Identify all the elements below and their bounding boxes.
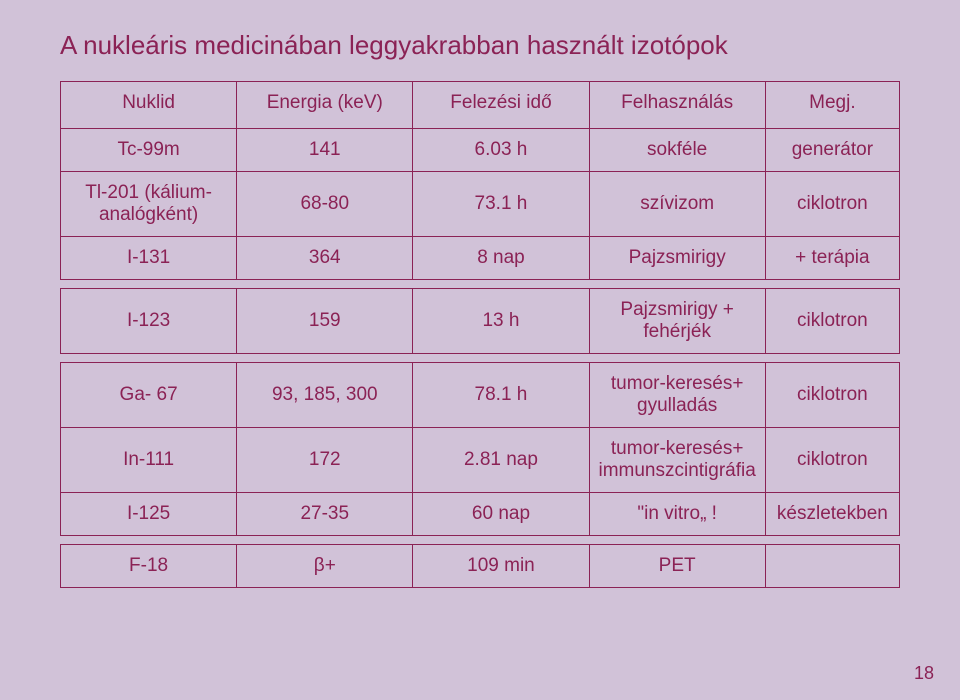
cell-felezesi: 109 min <box>413 545 589 588</box>
cell-energia: 141 <box>237 129 413 172</box>
col-header-megj: Megj. <box>765 82 899 129</box>
cell-energia: β+ <box>237 545 413 588</box>
cell-megj: ciklotron <box>765 363 899 428</box>
cell-megj <box>765 545 899 588</box>
cell-megj: generátor <box>765 129 899 172</box>
cell-megj: ciklotron <box>765 428 899 493</box>
spacer-row <box>61 536 900 545</box>
cell-energia: 364 <box>237 237 413 280</box>
table-row: Tc-99m 141 6.03 h sokféle generátor <box>61 129 900 172</box>
table-row: Ga- 67 93, 185, 300 78.1 h tumor-keresés… <box>61 363 900 428</box>
header-row: Nuklid Energia (keV) Felezési idő Felhas… <box>61 82 900 129</box>
table-row: F-18 β+ 109 min PET <box>61 545 900 588</box>
cell-felezesi: 73.1 h <box>413 172 589 237</box>
cell-felhasz: PET <box>589 545 765 588</box>
cell-felhasz: Pajzsmirigy + fehérjék <box>589 289 765 354</box>
cell-energia: 68-80 <box>237 172 413 237</box>
cell-energia: 172 <box>237 428 413 493</box>
cell-nuklid: Tc-99m <box>61 129 237 172</box>
isotope-table: Nuklid Energia (keV) Felezési idő Felhas… <box>60 81 900 588</box>
table-row: I-125 27-35 60 nap "in vitro„ ! készlete… <box>61 493 900 536</box>
table-row: I-123 159 13 h Pajzsmirigy + fehérjék ci… <box>61 289 900 354</box>
cell-megj: ciklotron <box>765 289 899 354</box>
cell-felhasz: tumor-keresés+ immunszcintigráfia <box>589 428 765 493</box>
table-row: I-131 364 8 nap Pajzsmirigy + terápia <box>61 237 900 280</box>
col-header-nuklid: Nuklid <box>61 82 237 129</box>
cell-megj: ciklotron <box>765 172 899 237</box>
cell-felhasz: tumor-keresés+ gyulladás <box>589 363 765 428</box>
cell-nuklid: Tl-201 (kálium-analógként) <box>61 172 237 237</box>
cell-felhasz: "in vitro„ ! <box>589 493 765 536</box>
cell-nuklid: F-18 <box>61 545 237 588</box>
slide-title: A nukleáris medicinában leggyakrabban ha… <box>0 0 960 81</box>
cell-felezesi: 2.81 nap <box>413 428 589 493</box>
cell-nuklid: In-111 <box>61 428 237 493</box>
cell-nuklid: I-125 <box>61 493 237 536</box>
cell-energia: 159 <box>237 289 413 354</box>
col-header-felhasz: Felhasználás <box>589 82 765 129</box>
table-row: In-111 172 2.81 nap tumor-keresés+ immun… <box>61 428 900 493</box>
table-row: Tl-201 (kálium-analógként) 68-80 73.1 h … <box>61 172 900 237</box>
cell-megj: készletekben <box>765 493 899 536</box>
cell-felhasz: szívizom <box>589 172 765 237</box>
cell-felhasz: Pajzsmirigy <box>589 237 765 280</box>
cell-felezesi: 13 h <box>413 289 589 354</box>
isotope-table-wrap: Nuklid Energia (keV) Felezési idő Felhas… <box>0 81 960 588</box>
cell-felezesi: 60 nap <box>413 493 589 536</box>
cell-megj: + terápia <box>765 237 899 280</box>
col-header-felezesi: Felezési idő <box>413 82 589 129</box>
slide-number: 18 <box>914 663 934 684</box>
cell-nuklid: I-123 <box>61 289 237 354</box>
cell-nuklid: Ga- 67 <box>61 363 237 428</box>
spacer-row <box>61 280 900 289</box>
cell-felezesi: 8 nap <box>413 237 589 280</box>
cell-energia: 93, 185, 300 <box>237 363 413 428</box>
cell-nuklid: I-131 <box>61 237 237 280</box>
spacer-row <box>61 354 900 363</box>
cell-felezesi: 6.03 h <box>413 129 589 172</box>
col-header-energia: Energia (keV) <box>237 82 413 129</box>
cell-energia: 27-35 <box>237 493 413 536</box>
cell-felhasz: sokféle <box>589 129 765 172</box>
cell-felezesi: 78.1 h <box>413 363 589 428</box>
